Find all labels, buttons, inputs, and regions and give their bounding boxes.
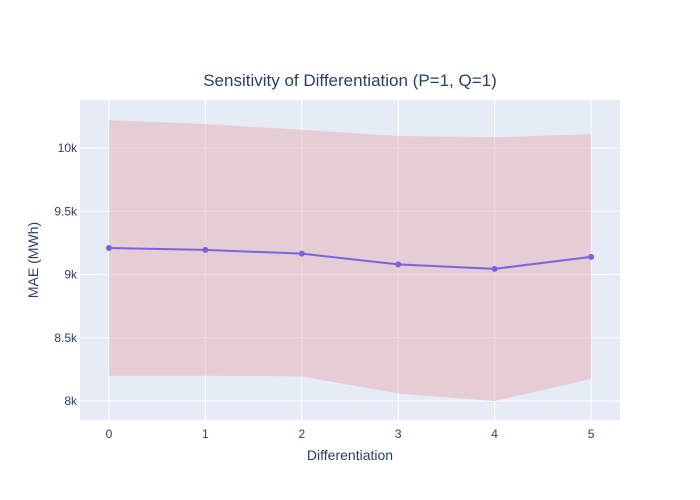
x-tick-labels: 0 1 2 3 4 5 bbox=[106, 427, 595, 441]
data-point[interactable] bbox=[298, 250, 305, 257]
data-point[interactable] bbox=[202, 246, 209, 253]
y-tick-label: 8k bbox=[64, 394, 78, 408]
grid-lines bbox=[80, 100, 620, 420]
x-tick-label: 0 bbox=[106, 427, 113, 441]
y-tick-label: 9k bbox=[64, 268, 78, 282]
data-point[interactable] bbox=[588, 253, 595, 260]
x-tick-label: 5 bbox=[588, 427, 595, 441]
y-tick-label: 10k bbox=[58, 141, 78, 155]
data-point[interactable] bbox=[105, 244, 112, 251]
band-area bbox=[108, 120, 592, 402]
series-line bbox=[108, 246, 592, 270]
data-point[interactable] bbox=[395, 261, 402, 268]
y-tick-label: 8.5k bbox=[54, 331, 78, 345]
confidence-band bbox=[108, 120, 592, 402]
y-tick-label: 9.5k bbox=[54, 204, 78, 218]
y-tick-labels: 8k 8.5k 9k 9.5k 10k bbox=[54, 141, 78, 408]
x-axis-label: Differentiation bbox=[307, 447, 393, 463]
x-tick-label: 4 bbox=[491, 427, 498, 441]
chart-title: Sensitivity of Differentiation (P=1, Q=1… bbox=[203, 71, 497, 90]
data-point[interactable] bbox=[491, 265, 498, 272]
x-tick-label: 3 bbox=[395, 427, 402, 441]
x-tick-label: 2 bbox=[298, 427, 305, 441]
y-axis-label: MAE (MWh) bbox=[25, 222, 41, 298]
x-tick-label: 1 bbox=[202, 427, 209, 441]
series-markers bbox=[105, 244, 595, 272]
mae-line bbox=[108, 246, 592, 270]
